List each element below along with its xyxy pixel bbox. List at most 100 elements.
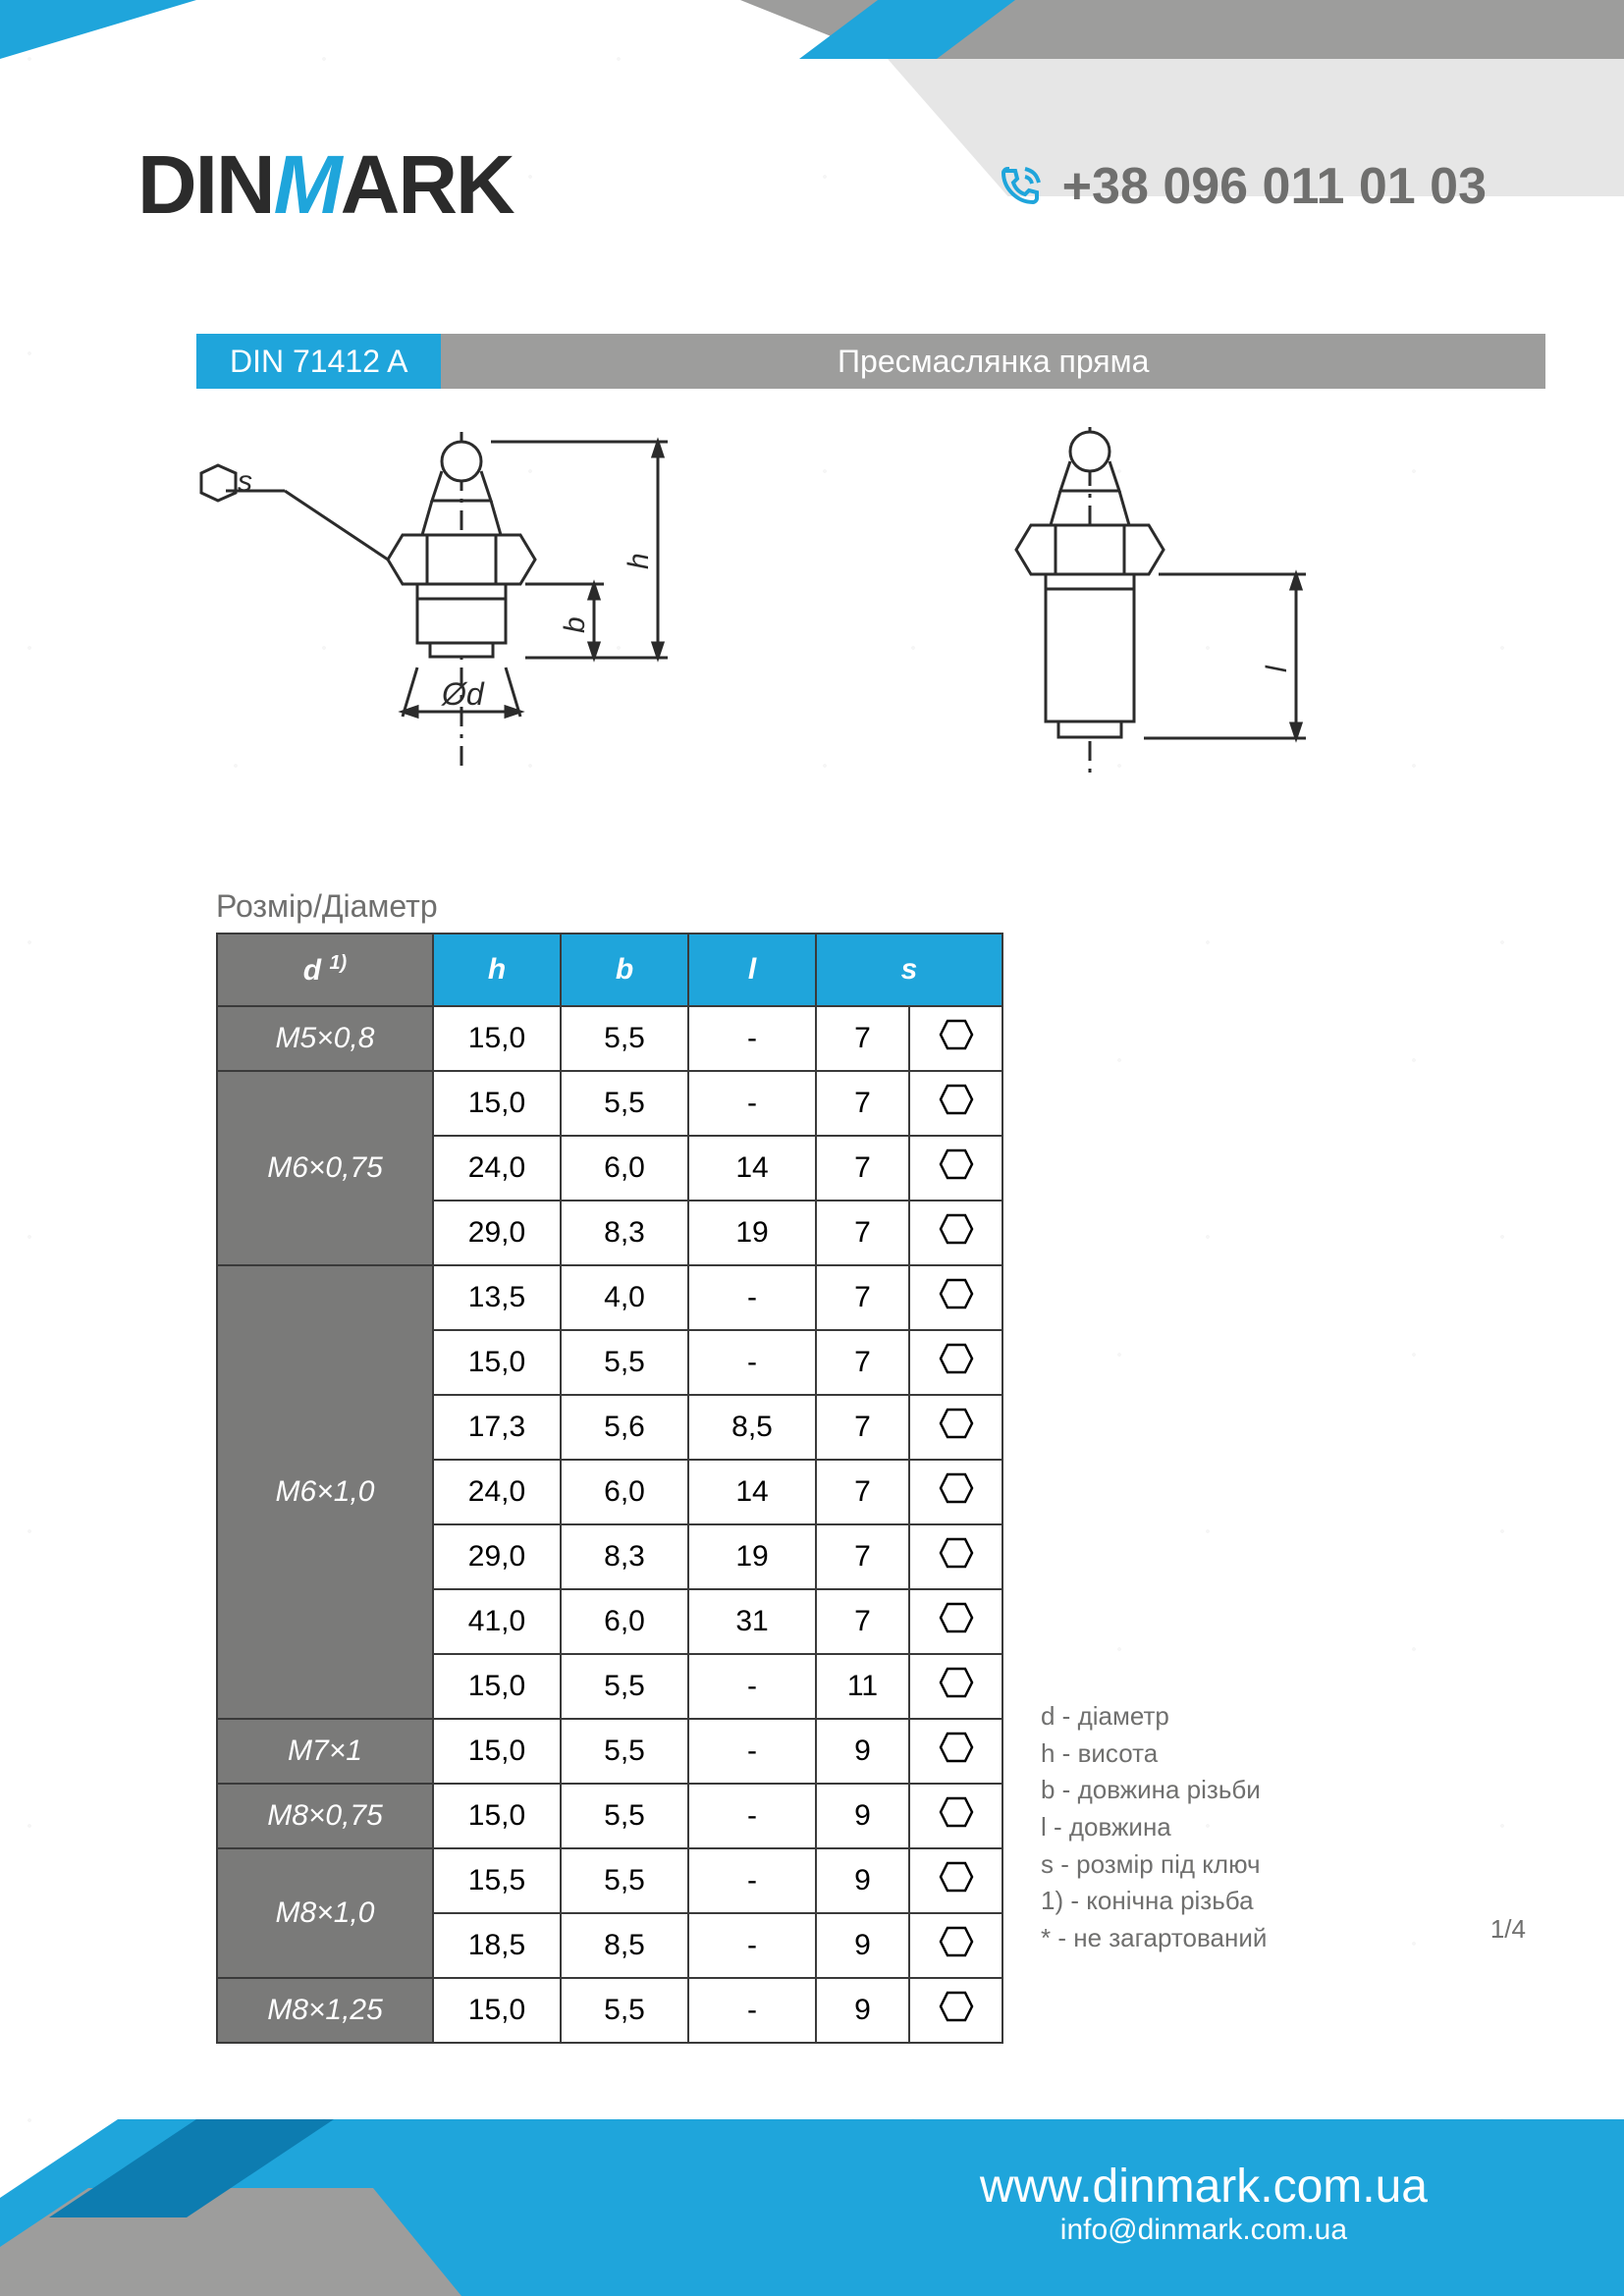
cell-h: 18,5 xyxy=(433,1913,561,1978)
cell-s: 7 xyxy=(816,1071,909,1136)
cell-h: 41,0 xyxy=(433,1589,561,1654)
table-row: M7×115,05,5-9 xyxy=(217,1719,1002,1784)
diagram-label-b: b xyxy=(559,616,591,633)
cell-h: 15,0 xyxy=(433,1006,561,1071)
logo-text-post: ARK xyxy=(341,138,514,231)
diagram-label-l: l xyxy=(1261,665,1293,672)
row-head: M6×1,0 xyxy=(217,1265,433,1719)
logo-text-accent: M xyxy=(274,138,341,231)
legend-line: 1) - конічна різьба xyxy=(1041,1883,1267,1920)
hex-icon-cell xyxy=(909,1395,1002,1460)
th-b: b xyxy=(561,934,688,1006)
legend-line: h - висота xyxy=(1041,1735,1267,1773)
cell-h: 15,0 xyxy=(433,1978,561,2043)
cell-h: 15,0 xyxy=(433,1654,561,1719)
cell-s: 7 xyxy=(816,1524,909,1589)
cell-s: 7 xyxy=(816,1265,909,1330)
cell-s: 7 xyxy=(816,1136,909,1201)
cell-b: 8,3 xyxy=(561,1201,688,1265)
title-text: Пресмаслянка пряма xyxy=(441,334,1545,389)
cell-b: 5,5 xyxy=(561,1978,688,2043)
legend-line: d - діаметр xyxy=(1041,1698,1267,1735)
hex-icon-cell xyxy=(909,1265,1002,1330)
hex-icon-cell xyxy=(909,1524,1002,1589)
title-bar: DIN 71412 A Пресмаслянка пряма xyxy=(196,334,1545,389)
cell-l: 31 xyxy=(688,1589,816,1654)
cell-s: 9 xyxy=(816,1719,909,1784)
legend-line: l - довжина xyxy=(1041,1809,1267,1846)
cell-l: - xyxy=(688,1913,816,1978)
th-h: h xyxy=(433,934,561,1006)
cell-s: 9 xyxy=(816,1784,909,1848)
cell-l: - xyxy=(688,1265,816,1330)
cell-l: - xyxy=(688,1978,816,2043)
cell-b: 5,5 xyxy=(561,1848,688,1913)
diagram-label-d: Ød xyxy=(441,676,485,712)
page: DINMARK +38 096 011 01 03 DIN 71412 A Пр… xyxy=(0,0,1624,2296)
cell-l: 14 xyxy=(688,1136,816,1201)
cell-h: 15,0 xyxy=(433,1719,561,1784)
th-d: d 1) xyxy=(217,934,433,1006)
cell-l: 19 xyxy=(688,1201,816,1265)
phone: +38 096 011 01 03 xyxy=(998,157,1487,216)
cell-s: 9 xyxy=(816,1848,909,1913)
cell-h: 24,0 xyxy=(433,1460,561,1524)
row-head: M5×0,8 xyxy=(217,1006,433,1071)
footer: www.dinmark.com.ua info@dinmark.com.ua xyxy=(0,2080,1624,2296)
cell-s: 11 xyxy=(816,1654,909,1719)
cell-l: - xyxy=(688,1784,816,1848)
hex-icon-cell xyxy=(909,1201,1002,1265)
hex-icon-cell xyxy=(909,1848,1002,1913)
table-caption: Розмір/Діаметр xyxy=(216,888,438,925)
cell-h: 15,0 xyxy=(433,1784,561,1848)
accent-triangle-top-left xyxy=(0,0,196,59)
legend-line: s - розмір під ключ xyxy=(1041,1846,1267,1884)
table-row: M8×1,2515,05,5-9 xyxy=(217,1978,1002,2043)
cell-l: - xyxy=(688,1654,816,1719)
diagram-label-s: s xyxy=(238,465,252,498)
title-badge: DIN 71412 A xyxy=(196,334,441,389)
cell-l: - xyxy=(688,1330,816,1395)
hex-icon-cell xyxy=(909,1589,1002,1654)
table-row: M5×0,815,05,5-7 xyxy=(217,1006,1002,1071)
cell-h: 17,3 xyxy=(433,1395,561,1460)
cell-b: 8,5 xyxy=(561,1913,688,1978)
cell-b: 5,5 xyxy=(561,1330,688,1395)
cell-h: 13,5 xyxy=(433,1265,561,1330)
th-l: l xyxy=(688,934,816,1006)
cell-s: 7 xyxy=(816,1395,909,1460)
hex-icon-cell xyxy=(909,1978,1002,2043)
cell-b: 6,0 xyxy=(561,1589,688,1654)
row-head: M8×0,75 xyxy=(217,1784,433,1848)
row-head: M8×1,25 xyxy=(217,1978,433,2043)
cell-b: 5,5 xyxy=(561,1654,688,1719)
cell-h: 29,0 xyxy=(433,1201,561,1265)
hex-icon-cell xyxy=(909,1784,1002,1848)
cell-l: 14 xyxy=(688,1460,816,1524)
cell-b: 8,3 xyxy=(561,1524,688,1589)
table-row: M8×1,015,55,5-9 xyxy=(217,1848,1002,1913)
cell-s: 9 xyxy=(816,1913,909,1978)
table-row: M8×0,7515,05,5-9 xyxy=(217,1784,1002,1848)
hex-icon-cell xyxy=(909,1136,1002,1201)
cell-b: 4,0 xyxy=(561,1265,688,1330)
diagram-area: Ød b h xyxy=(196,422,1473,844)
logo-text-pre: DIN xyxy=(137,138,274,231)
cell-s: 9 xyxy=(816,1978,909,2043)
footer-url: www.dinmark.com.ua xyxy=(980,2160,1428,2214)
cell-h: 15,0 xyxy=(433,1330,561,1395)
row-head: M7×1 xyxy=(217,1719,433,1784)
cell-l: - xyxy=(688,1719,816,1784)
cell-s: 7 xyxy=(816,1330,909,1395)
cell-l: - xyxy=(688,1006,816,1071)
hex-icon-cell xyxy=(909,1913,1002,1978)
cell-b: 5,6 xyxy=(561,1395,688,1460)
cell-h: 15,0 xyxy=(433,1071,561,1136)
cell-h: 29,0 xyxy=(433,1524,561,1589)
footer-email: info@dinmark.com.ua xyxy=(980,2214,1428,2247)
phone-icon xyxy=(998,163,1045,210)
cell-b: 6,0 xyxy=(561,1460,688,1524)
cell-h: 24,0 xyxy=(433,1136,561,1201)
diagram-label-h: h xyxy=(623,553,655,569)
cell-s: 7 xyxy=(816,1589,909,1654)
